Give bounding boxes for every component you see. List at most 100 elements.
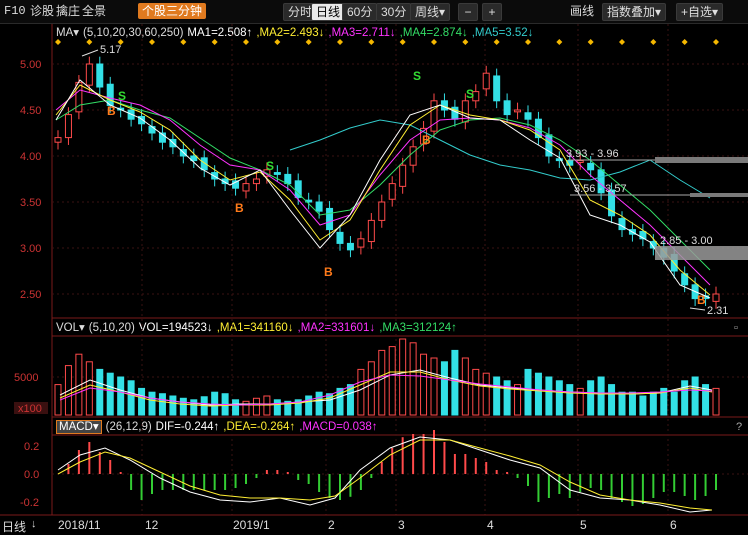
candle-body (649, 241, 657, 249)
tab-capture[interactable]: 擒庄 (56, 4, 81, 18)
zone3-band (655, 246, 748, 260)
candle-body (367, 219, 375, 243)
candle-body (555, 158, 563, 162)
candle-body (221, 178, 229, 185)
signal-diamond (55, 39, 61, 45)
sell-signal: S (118, 89, 126, 103)
tab-diagnose[interactable]: 诊股 (30, 4, 55, 18)
macd-tick-m02: -0.2 (20, 497, 39, 509)
signal-diamond (86, 39, 93, 45)
resistance-zones: 3.93 - 3.96 3.56 - 3.57 2.85 - 3.00 (566, 148, 748, 260)
signal-diamond (180, 39, 187, 45)
volume-bar (461, 357, 469, 416)
volume-bar (440, 361, 448, 416)
candle-body (430, 100, 438, 132)
volume-bar (305, 395, 313, 416)
candle-body (472, 91, 480, 102)
f10-button[interactable]: F10 (4, 4, 26, 18)
price-tick-250: 2.50 (20, 289, 41, 301)
signal-diamond (211, 39, 218, 45)
volume-bar (587, 380, 595, 416)
macd-params: (26,12,9) (105, 421, 152, 433)
macd-tick-02: 0.2 (24, 441, 39, 453)
low-label: 2.31 (707, 305, 728, 317)
volume-params: (5,10,20) (88, 322, 135, 334)
candle-body (64, 114, 72, 139)
price-tick-350: 3.50 (20, 197, 41, 209)
macd-value: ,MACD=0.038↑ (299, 421, 378, 433)
sell-signal: S (266, 159, 274, 173)
dif-value: DIF=-0.244↑ (155, 421, 220, 433)
buy-signal: B (235, 201, 244, 215)
candle-body (514, 109, 522, 113)
period-indicator[interactable]: 日线 (2, 520, 27, 534)
volume-unit-box (14, 402, 48, 414)
volume-unit-label: x100 (18, 403, 42, 415)
volume-bar (649, 391, 657, 416)
signal-diamond (399, 39, 406, 45)
candle-body (284, 173, 292, 185)
price-tick-300: 3.00 (20, 243, 41, 255)
signal-diamond (587, 39, 594, 45)
candle-body (158, 132, 166, 143)
ma10-line (55, 84, 711, 296)
candle-body (200, 157, 208, 171)
volume-bar (117, 376, 125, 416)
candle-body (273, 172, 281, 175)
volume-bar (232, 399, 240, 416)
moving-average-lines (55, 79, 711, 299)
tab-panorama[interactable]: 全景 (82, 4, 107, 18)
signal-diamond (337, 39, 343, 45)
candle-body (524, 112, 532, 120)
volume-bar (420, 353, 428, 416)
draw-line-button[interactable]: 画线 (570, 4, 595, 18)
volume-bar (524, 368, 532, 416)
volume-legend: VOL▾ (5,10,20) VOL=194523↓ ,MA1=341160↓ ,MA2… (56, 320, 461, 336)
signal-diamond (305, 39, 312, 45)
volume-bar (378, 349, 386, 416)
candle-body (378, 201, 386, 221)
volume-bar (326, 393, 334, 416)
zoom-out-button[interactable]: − (458, 3, 478, 21)
volume-tick-5000: 5000 (14, 372, 38, 384)
volume-bar (284, 400, 292, 416)
three-minute-tab[interactable]: 个股三分钟 (138, 3, 207, 19)
volume-bar (660, 387, 668, 416)
volume-bar (190, 399, 198, 416)
volume-settings-icon[interactable]: ▫ (734, 322, 738, 334)
signal-diamond (681, 39, 688, 45)
vol-ma2-value: ,MA2=331601↓ (297, 322, 376, 334)
zoom-in-button[interactable]: + (482, 3, 502, 21)
signal-diamond-row (55, 39, 719, 45)
ma-dropdown[interactable]: MA▾ (56, 27, 80, 39)
volume-ma-lines (59, 369, 713, 407)
candle-body (503, 100, 511, 116)
signal-diamond (149, 39, 155, 45)
volume-dropdown[interactable]: VOL▾ (56, 322, 85, 334)
period-intraday[interactable]: 分时 (283, 3, 318, 21)
macd-dropdown[interactable]: MACD▾ (56, 420, 102, 434)
trade-signals: B S B S B S B S B (107, 69, 706, 307)
signal-diamond (462, 39, 469, 45)
volume-bar (514, 384, 522, 416)
candle-body (712, 293, 720, 302)
volume-bar (712, 387, 720, 416)
candle-body (493, 75, 501, 102)
macd-histogram (67, 430, 717, 506)
signal-diamond (274, 39, 281, 45)
help-icon[interactable]: ? (736, 421, 743, 433)
volume-bar (388, 346, 396, 416)
index-overlay-dropdown[interactable]: 指数叠加▾ (602, 3, 667, 21)
volume-bar (545, 376, 553, 416)
volume-bar (106, 372, 114, 416)
period-weekly[interactable]: 周线▾ (410, 3, 451, 21)
buy-signal: B (422, 133, 431, 147)
volume-bar (148, 391, 156, 416)
volume-bar (482, 372, 490, 416)
volume-bar (242, 400, 250, 416)
volume-bar (597, 376, 605, 416)
x-label-mar: 3 (398, 518, 405, 532)
add-watchlist-dropdown[interactable]: +自选▾ (676, 3, 724, 21)
period-60min[interactable]: 60分 (342, 3, 378, 21)
buy-signal: B (697, 293, 706, 307)
